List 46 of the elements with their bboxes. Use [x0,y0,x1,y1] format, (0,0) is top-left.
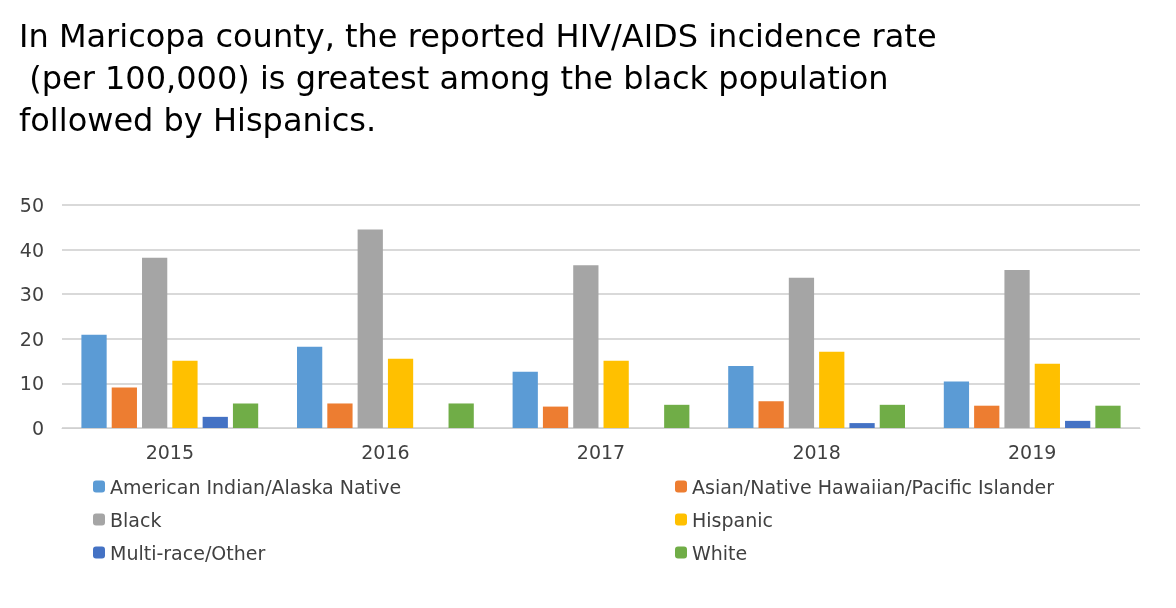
legend-label: Multi-race/Other [110,541,266,564]
bar [297,346,323,428]
bar [758,401,784,428]
legend-label: American Indian/Alaska Native [110,475,402,498]
bar [943,381,970,428]
y-tick-label: 40 [19,238,44,261]
bar [327,403,353,428]
bar [357,229,383,428]
bar [1095,405,1121,428]
legend-label: Asian/Native Hawaiian/Pacific Islander [692,475,1055,498]
y-tick-label: 10 [19,372,44,395]
bar [879,404,905,428]
bar [142,257,168,428]
bar [664,404,690,428]
legend-label: Hispanic [692,508,773,531]
bar [387,358,414,428]
bar [1004,270,1030,428]
y-tick-label: 20 [19,327,44,350]
bar [202,416,228,428]
bar [819,351,845,428]
bar [573,265,599,428]
bar [728,366,754,428]
bar [1034,363,1060,428]
bar [81,334,107,428]
x-tick-label: 2017 [576,440,626,463]
x-tick-label: 2019 [1008,440,1057,463]
bar [448,403,474,428]
x-tick-label: 2018 [792,440,841,463]
bar [788,277,815,428]
y-tick-label: 50 [19,194,44,216]
bar [849,423,875,428]
bar [111,387,137,428]
legend-label: White [692,541,748,564]
x-tick-label: 2016 [361,440,410,463]
chart-title: In Maricopa county, the reported HIV/AIDS incidence rate (per 100,000) is greatest among the black population followed by Hispanics. [19,17,937,139]
y-tick-label: 30 [19,283,44,306]
bar [1065,420,1091,428]
bar [974,405,1000,428]
y-tick-label: 0 [31,417,44,439]
bar [172,360,198,428]
bar [512,371,538,428]
bar [542,406,569,428]
bar [232,403,259,428]
bar [603,360,629,428]
x-tick-label: 2015 [145,440,194,463]
legend-label: Black [110,508,162,531]
